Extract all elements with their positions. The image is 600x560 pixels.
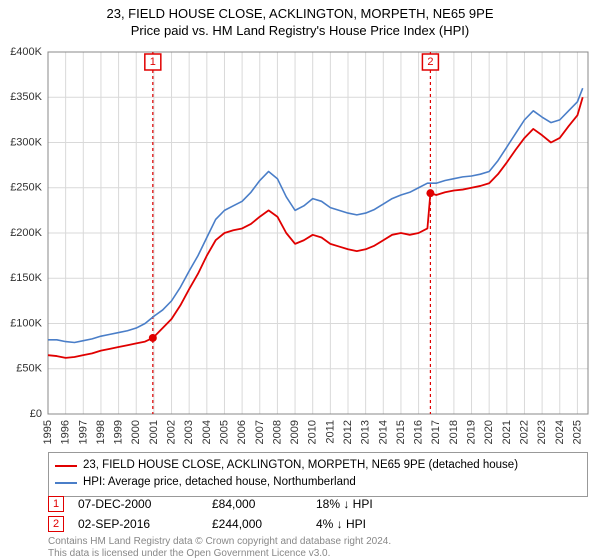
svg-text:1998: 1998 xyxy=(95,420,107,444)
svg-text:£50K: £50K xyxy=(16,363,42,375)
svg-text:2009: 2009 xyxy=(289,420,301,444)
svg-text:2022: 2022 xyxy=(518,420,530,444)
legend-box: 23, FIELD HOUSE CLOSE, ACKLINGTON, MORPE… xyxy=(48,452,588,497)
title-line-1: 23, FIELD HOUSE CLOSE, ACKLINGTON, MORPE… xyxy=(0,6,600,21)
svg-text:2003: 2003 xyxy=(183,420,195,444)
svg-text:2019: 2019 xyxy=(466,420,478,444)
chart-container: 23, FIELD HOUSE CLOSE, ACKLINGTON, MORPE… xyxy=(0,0,600,560)
data-attribution: Contains HM Land Registry data © Crown c… xyxy=(48,536,588,560)
footer-line-1: Contains HM Land Registry data © Crown c… xyxy=(48,536,588,548)
svg-text:1995: 1995 xyxy=(42,420,54,444)
legend-swatch xyxy=(55,465,77,467)
svg-text:2024: 2024 xyxy=(554,420,566,444)
legend-swatch xyxy=(55,482,77,484)
transaction-badge: 1 xyxy=(48,496,64,512)
svg-text:£400K: £400K xyxy=(10,46,42,58)
svg-text:2002: 2002 xyxy=(166,420,178,444)
svg-text:1999: 1999 xyxy=(113,420,125,444)
svg-text:2021: 2021 xyxy=(501,420,513,444)
svg-text:2006: 2006 xyxy=(236,420,248,444)
transaction-date: 07-DEC-2000 xyxy=(78,497,198,511)
legend-row: HPI: Average price, detached house, Nort… xyxy=(55,474,581,491)
svg-text:2000: 2000 xyxy=(130,420,142,444)
svg-text:2011: 2011 xyxy=(324,420,336,444)
svg-text:1997: 1997 xyxy=(77,420,89,444)
svg-text:2013: 2013 xyxy=(360,420,372,444)
svg-text:£150K: £150K xyxy=(10,272,42,284)
svg-text:2020: 2020 xyxy=(483,420,495,444)
legend-label: 23, FIELD HOUSE CLOSE, ACKLINGTON, MORPE… xyxy=(83,457,518,474)
transaction-hpi-diff: 4% ↓ HPI xyxy=(316,517,416,531)
chart-svg: £0£50K£100K£150K£200K£250K£300K£350K£400… xyxy=(48,52,588,414)
transaction-annotations: 1 07-DEC-2000 £84,000 18% ↓ HPI 2 02-SEP-2016… xyxy=(48,494,588,534)
svg-text:£250K: £250K xyxy=(10,182,42,194)
svg-text:2023: 2023 xyxy=(536,420,548,444)
svg-text:2: 2 xyxy=(427,56,433,68)
transaction-price: £84,000 xyxy=(212,497,302,511)
svg-text:2014: 2014 xyxy=(377,420,389,444)
svg-text:2017: 2017 xyxy=(430,420,442,444)
svg-text:2025: 2025 xyxy=(571,420,583,444)
svg-text:1: 1 xyxy=(150,56,156,68)
legend-label: HPI: Average price, detached house, Nort… xyxy=(83,474,356,491)
transaction-date: 02-SEP-2016 xyxy=(78,517,198,531)
transaction-row: 1 07-DEC-2000 £84,000 18% ↓ HPI xyxy=(48,494,588,514)
svg-text:£0: £0 xyxy=(30,408,42,420)
transaction-badge: 2 xyxy=(48,516,64,532)
svg-text:2018: 2018 xyxy=(448,420,460,444)
svg-text:2004: 2004 xyxy=(201,420,213,444)
svg-text:1996: 1996 xyxy=(60,420,72,444)
transaction-row: 2 02-SEP-2016 £244,000 4% ↓ HPI xyxy=(48,514,588,534)
transaction-price: £244,000 xyxy=(212,517,302,531)
svg-text:2015: 2015 xyxy=(395,420,407,444)
svg-text:£100K: £100K xyxy=(10,317,42,329)
svg-text:2008: 2008 xyxy=(271,420,283,444)
legend-row: 23, FIELD HOUSE CLOSE, ACKLINGTON, MORPE… xyxy=(55,457,581,474)
title-line-2: Price paid vs. HM Land Registry's House … xyxy=(0,23,600,38)
svg-text:2016: 2016 xyxy=(413,420,425,444)
svg-text:2007: 2007 xyxy=(254,420,266,444)
svg-text:2001: 2001 xyxy=(148,420,160,444)
svg-text:£200K: £200K xyxy=(10,227,42,239)
svg-text:£350K: £350K xyxy=(10,91,42,103)
svg-text:2010: 2010 xyxy=(307,420,319,444)
chart-titles: 23, FIELD HOUSE CLOSE, ACKLINGTON, MORPE… xyxy=(0,0,600,38)
chart-plot-area: £0£50K£100K£150K£200K£250K£300K£350K£400… xyxy=(48,52,588,414)
transaction-hpi-diff: 18% ↓ HPI xyxy=(316,497,416,511)
footer-line-2: This data is licensed under the Open Gov… xyxy=(48,548,588,560)
svg-text:2012: 2012 xyxy=(342,420,354,444)
svg-text:2005: 2005 xyxy=(218,420,230,444)
svg-text:£300K: £300K xyxy=(10,136,42,148)
